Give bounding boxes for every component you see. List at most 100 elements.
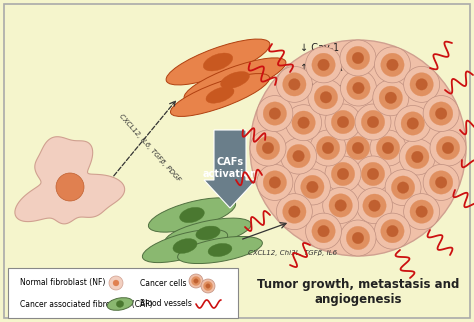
- Circle shape: [361, 162, 385, 186]
- Circle shape: [250, 130, 286, 166]
- Ellipse shape: [196, 226, 220, 240]
- Circle shape: [416, 206, 428, 217]
- Circle shape: [387, 59, 398, 71]
- Circle shape: [370, 130, 406, 166]
- Circle shape: [374, 47, 410, 83]
- Text: Cancer cells: Cancer cells: [140, 279, 186, 288]
- Circle shape: [262, 142, 274, 154]
- Circle shape: [381, 220, 404, 243]
- Circle shape: [363, 194, 386, 217]
- Circle shape: [263, 171, 287, 194]
- Ellipse shape: [206, 87, 234, 103]
- Text: CXCL12, Chi3L, TGFβ, IL6: CXCL12, Chi3L, TGFβ, IL6: [248, 250, 337, 256]
- Circle shape: [430, 130, 466, 166]
- Circle shape: [374, 213, 410, 249]
- Circle shape: [373, 80, 409, 116]
- Circle shape: [318, 225, 329, 237]
- Circle shape: [56, 173, 84, 201]
- Circle shape: [436, 177, 447, 188]
- Circle shape: [206, 284, 210, 288]
- Circle shape: [404, 66, 440, 102]
- Circle shape: [263, 102, 287, 125]
- Circle shape: [337, 116, 349, 128]
- Circle shape: [316, 136, 340, 160]
- Ellipse shape: [178, 236, 263, 264]
- Text: ↑ tenascin: ↑ tenascin: [300, 83, 353, 93]
- Circle shape: [307, 181, 318, 193]
- Circle shape: [401, 112, 424, 135]
- Circle shape: [429, 102, 453, 125]
- Circle shape: [436, 136, 460, 160]
- FancyArrow shape: [204, 130, 256, 208]
- Ellipse shape: [148, 198, 236, 232]
- Circle shape: [369, 200, 380, 212]
- Ellipse shape: [180, 207, 204, 223]
- Circle shape: [410, 73, 433, 96]
- Circle shape: [257, 96, 293, 132]
- Circle shape: [436, 108, 447, 119]
- Circle shape: [257, 165, 293, 200]
- Circle shape: [301, 175, 324, 199]
- Circle shape: [406, 145, 429, 169]
- Circle shape: [283, 73, 306, 96]
- Text: Blood vessels: Blood vessels: [140, 299, 192, 308]
- Circle shape: [286, 105, 321, 141]
- Circle shape: [376, 136, 400, 160]
- Circle shape: [329, 194, 352, 217]
- Circle shape: [352, 142, 364, 154]
- Circle shape: [331, 110, 355, 134]
- Circle shape: [423, 96, 459, 132]
- Circle shape: [201, 279, 215, 293]
- Circle shape: [318, 59, 329, 71]
- Ellipse shape: [173, 239, 197, 253]
- Circle shape: [347, 76, 370, 100]
- Circle shape: [429, 171, 453, 194]
- Circle shape: [385, 170, 421, 206]
- Circle shape: [382, 142, 394, 154]
- Ellipse shape: [166, 39, 270, 85]
- Circle shape: [325, 156, 361, 192]
- Bar: [8, 268, 238, 318]
- Circle shape: [367, 116, 379, 128]
- Ellipse shape: [117, 301, 124, 307]
- Circle shape: [203, 281, 212, 290]
- Text: CXCL12, IL6, TGFβ, PDGF: CXCL12, IL6, TGFβ, PDGF: [118, 113, 182, 183]
- Circle shape: [276, 194, 312, 230]
- Ellipse shape: [208, 243, 232, 257]
- Circle shape: [320, 91, 332, 103]
- Circle shape: [194, 279, 198, 283]
- Text: Tumor growth, metastasis and
angiogenesis: Tumor growth, metastasis and angiogenesi…: [257, 278, 459, 306]
- Circle shape: [397, 182, 409, 194]
- Circle shape: [113, 280, 119, 286]
- Circle shape: [379, 86, 402, 109]
- Text: Normal fibroblast (NF): Normal fibroblast (NF): [20, 279, 105, 288]
- Circle shape: [312, 220, 335, 243]
- Ellipse shape: [220, 71, 249, 89]
- Circle shape: [294, 169, 330, 205]
- Circle shape: [322, 142, 334, 154]
- Text: ↓ Cav-1: ↓ Cav-1: [300, 43, 339, 53]
- Circle shape: [410, 200, 433, 223]
- Circle shape: [289, 79, 300, 90]
- Text: Cancer associated fibroblast (CAF): Cancer associated fibroblast (CAF): [20, 299, 153, 308]
- Circle shape: [387, 225, 398, 237]
- Text: ↑ α-SMA: ↑ α-SMA: [300, 63, 342, 73]
- Circle shape: [355, 156, 391, 192]
- Circle shape: [416, 79, 428, 90]
- Circle shape: [353, 82, 364, 94]
- Circle shape: [298, 117, 310, 128]
- Circle shape: [323, 187, 359, 223]
- Circle shape: [361, 110, 385, 134]
- Circle shape: [191, 277, 201, 286]
- Circle shape: [306, 47, 342, 83]
- Circle shape: [340, 40, 376, 76]
- Circle shape: [367, 168, 379, 180]
- Circle shape: [314, 86, 337, 109]
- Circle shape: [281, 138, 317, 174]
- Ellipse shape: [142, 229, 228, 263]
- Ellipse shape: [184, 58, 286, 102]
- Circle shape: [352, 232, 364, 244]
- Circle shape: [312, 53, 335, 77]
- Circle shape: [256, 136, 280, 160]
- Circle shape: [287, 144, 310, 168]
